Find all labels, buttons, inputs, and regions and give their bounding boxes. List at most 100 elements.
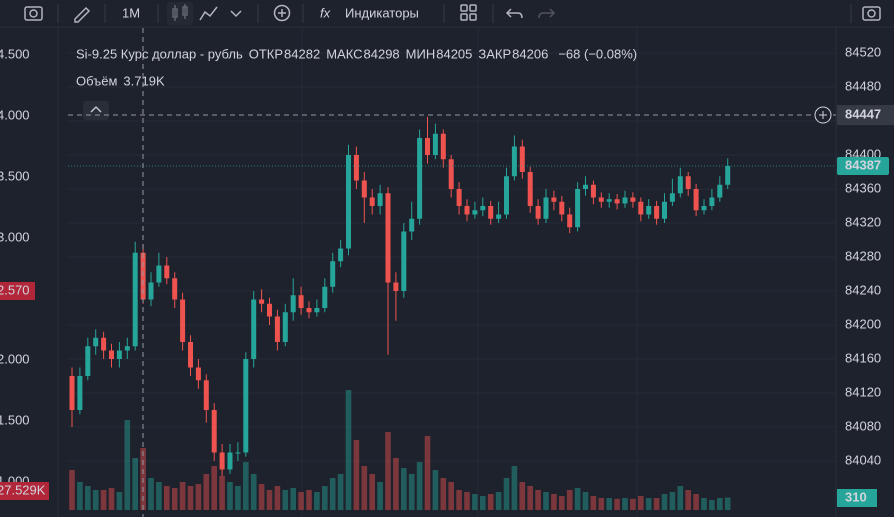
volume-bar <box>258 484 265 510</box>
timeframe-button[interactable]: 1M <box>122 5 140 20</box>
candle-body <box>693 189 699 211</box>
candle-body <box>385 193 391 283</box>
volume-bar <box>551 494 557 510</box>
layout-icon[interactable] <box>460 4 477 21</box>
chart-type-active <box>167 2 193 25</box>
redo-icon[interactable] <box>538 8 556 19</box>
candle-body <box>630 197 636 202</box>
left-axis-badge-label: 2.570 <box>0 282 30 297</box>
volume-bar <box>606 498 612 510</box>
volume-bar <box>243 462 249 510</box>
candle-body <box>677 176 683 194</box>
left-axis-label: 4.000 <box>0 107 30 122</box>
volume-bar <box>432 470 439 510</box>
volume-bar <box>361 466 368 510</box>
candle-body <box>654 206 660 219</box>
candle-body <box>259 299 265 304</box>
undo-icon[interactable] <box>505 8 523 19</box>
y-tick-label: 84240 <box>845 282 881 297</box>
candle-body <box>101 337 107 351</box>
volume-last-label: 310 <box>845 489 867 504</box>
volume-bar <box>227 482 233 510</box>
candle-body <box>361 180 367 198</box>
volume-bar <box>456 490 462 510</box>
candle-body <box>606 199 612 202</box>
candle-body <box>393 282 399 291</box>
volume-bar <box>100 490 107 510</box>
candle-body <box>369 197 375 206</box>
camera-icon[interactable] <box>24 6 43 21</box>
candle-body <box>377 193 383 206</box>
candle-body <box>551 197 557 202</box>
volume-bar <box>511 466 518 510</box>
candle-body <box>622 197 628 204</box>
chevron-icon[interactable] <box>230 10 242 18</box>
volume-bar <box>487 494 494 510</box>
candle-body <box>417 138 423 219</box>
candle-body <box>148 282 154 300</box>
volume-bar <box>92 490 99 510</box>
legend-item: 84206 <box>512 46 548 61</box>
pencil-icon[interactable] <box>74 6 91 23</box>
volume-bar <box>614 498 620 510</box>
candle-body <box>219 452 225 470</box>
legend-item: МАКС <box>326 46 362 61</box>
candle-body <box>180 299 186 342</box>
legend-item: ОТКР <box>249 46 283 61</box>
volume-bar <box>132 458 138 510</box>
volume-bar <box>108 488 115 510</box>
volume-bar <box>179 482 186 510</box>
volume-bar <box>582 492 589 510</box>
volume-bar <box>235 486 241 510</box>
volume-bar <box>645 498 652 510</box>
volume-bar <box>124 420 131 510</box>
volume-bar <box>298 492 304 510</box>
volume-bar <box>116 492 123 510</box>
candle-body <box>211 410 217 453</box>
last-price-label: 84387 <box>845 157 881 172</box>
candle-body <box>535 206 541 219</box>
y-tick-label: 84520 <box>845 44 881 59</box>
candle-body <box>575 189 581 228</box>
candle-body <box>188 342 193 368</box>
volume-bar <box>543 492 549 510</box>
legend-item: 84298 <box>364 46 400 61</box>
crosshair-add-plus <box>819 111 827 120</box>
candle-body <box>227 452 233 470</box>
candle-body <box>725 166 731 185</box>
candle-body <box>132 252 138 347</box>
candle-body <box>306 308 312 313</box>
camera-icon-right[interactable] <box>862 6 881 21</box>
volume-bar <box>250 474 257 510</box>
area-icon[interactable] <box>199 6 218 21</box>
candle-body <box>662 201 667 219</box>
candle-body <box>472 210 478 215</box>
volume-bar <box>219 476 225 510</box>
volume-bar <box>440 478 447 510</box>
volume-bar <box>622 498 628 510</box>
volume-bar <box>448 482 454 510</box>
legend-item: ЗАКР <box>478 46 511 61</box>
plot <box>68 28 836 517</box>
legend-item: 84282 <box>284 46 320 61</box>
collapse-button[interactable] <box>83 101 109 120</box>
volume-bar <box>472 494 478 510</box>
indicators-icon[interactable]: fx <box>320 5 331 20</box>
candle-body <box>448 159 454 189</box>
candle-body <box>409 218 415 232</box>
indicators-button[interactable]: Индикаторы <box>345 5 419 20</box>
volume-bar <box>353 440 360 510</box>
candle-body <box>543 197 549 219</box>
volume-bar <box>661 494 668 510</box>
volume-bar <box>638 496 644 510</box>
candle-body <box>685 176 691 189</box>
candle-body <box>456 189 462 206</box>
crosshair-badge <box>837 105 894 126</box>
add-icon[interactable] <box>273 4 291 22</box>
volume-badge <box>837 489 877 507</box>
volume-bar <box>559 496 565 510</box>
candle-body <box>338 248 344 262</box>
y-tick-label: 84080 <box>845 418 881 433</box>
volume-bar <box>164 486 170 510</box>
